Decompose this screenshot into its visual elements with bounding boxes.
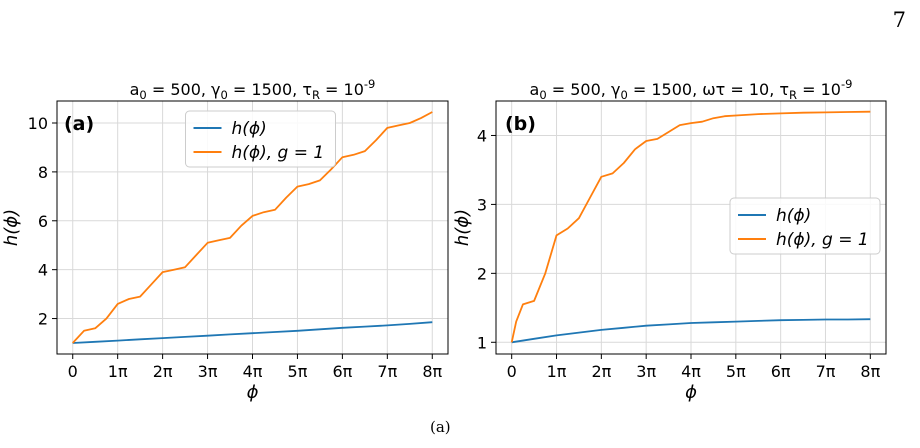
legend-entry: h(ϕ), g = 1 xyxy=(232,143,325,163)
x-axis-label: ϕ xyxy=(247,382,259,403)
series-line-2 xyxy=(510,110,871,343)
chart-title: a0 = 500, γ0 = 1500, ωτ = 10, τR = 10-9 xyxy=(530,77,853,102)
x-tick-label: 2π xyxy=(591,362,611,381)
y-tick-label: 3 xyxy=(477,195,487,214)
y-tick-label: 4 xyxy=(477,126,487,145)
x-tick-label: 8π xyxy=(422,362,442,381)
legend-entry: h(ϕ) xyxy=(232,119,267,139)
legend-box xyxy=(729,197,881,255)
x-tick-label: 0 xyxy=(68,362,78,381)
chart-panel-b: 0 1π 2π 3π 4π 5π 6π 7π 8π 1 2 3 4 ϕ h(ϕ) a0 = 500, γ0 =… xyxy=(452,77,887,403)
x-tick-label: 0 xyxy=(507,362,517,381)
chart-title: a0 = 500, γ0 = 1500, τR = 10-9 xyxy=(130,77,376,102)
x-tick-label: 6π xyxy=(332,362,352,381)
page-number: 7 xyxy=(892,8,906,32)
legend: h(ϕ) h(ϕ), g = 1 xyxy=(729,197,881,255)
y-tick-label: 10 xyxy=(28,114,48,133)
legend-entry: h(ϕ) xyxy=(776,206,811,226)
y-axis-label: h(ϕ) xyxy=(452,209,473,246)
x-tick-label: 7π xyxy=(816,362,836,381)
legend-entry: h(ϕ), g = 1 xyxy=(776,230,869,250)
x-axis-label: ϕ xyxy=(685,382,697,403)
x-tick-label: 6π xyxy=(771,362,791,381)
x-tick-label: 4π xyxy=(243,362,263,381)
x-tick-label: 1π xyxy=(547,362,567,381)
series-line-1 xyxy=(511,318,871,344)
y-tick-label: 6 xyxy=(38,212,48,231)
legend: h(ϕ) h(ϕ), g = 1 xyxy=(185,110,336,168)
legend-box xyxy=(185,110,336,168)
series-line-1 xyxy=(72,321,433,344)
y-tick-label: 2 xyxy=(38,310,48,329)
y-tick-label: 8 xyxy=(38,163,48,182)
x-tick-label: 5π xyxy=(726,362,746,381)
panel-label: (a) xyxy=(64,113,94,135)
y-tick-label: 2 xyxy=(477,264,487,283)
panel-label: (b) xyxy=(505,113,536,135)
x-tick-label: 3π xyxy=(636,362,656,381)
x-tick-label: 1π xyxy=(108,362,128,381)
x-tick-label: 5π xyxy=(288,362,308,381)
y-tick-label: 1 xyxy=(477,333,487,352)
x-tick-label: 3π xyxy=(198,362,218,381)
series-line-2 xyxy=(72,111,433,344)
figure-caption: (a) xyxy=(430,418,451,436)
x-tick-label: 4π xyxy=(681,362,701,381)
y-tick-label: 4 xyxy=(38,261,48,280)
x-tick-label: 7π xyxy=(377,362,397,381)
x-tick-label: 2π xyxy=(153,362,173,381)
chart-panel-a: 0 1π 2π 3π 4π 5π 6π 7π 8π 2 4 6 8 10 ϕ h(ϕ) a0 = 500, γ0… xyxy=(1,77,449,403)
y-axis-label: h(ϕ) xyxy=(1,209,22,246)
x-tick-label: 8π xyxy=(860,362,880,381)
